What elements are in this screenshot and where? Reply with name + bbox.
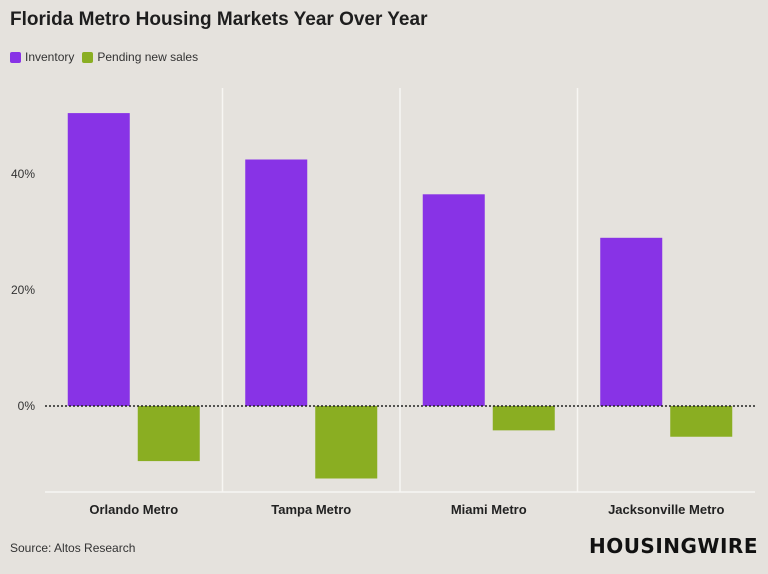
legend-swatch-pending [82, 51, 94, 63]
bar-pending-0 [137, 406, 200, 462]
legend-item-inventory: Inventory [10, 50, 74, 64]
bar-pending-3 [670, 406, 733, 437]
bar-inventory-2 [422, 194, 485, 406]
bar-pending-2 [492, 406, 555, 431]
legend-label-inventory: Inventory [25, 50, 75, 64]
y-tick-label: 20% [11, 283, 35, 297]
x-tick-label: Orlando Metro [89, 502, 178, 517]
y-tick-label: 0% [18, 399, 36, 413]
legend: Inventory Pending new sales [10, 50, 198, 64]
legend-item-pending: Pending new sales [82, 50, 198, 64]
legend-label-pending: Pending new sales [97, 50, 199, 64]
bar-inventory-0 [67, 113, 130, 406]
bar-inventory-3 [600, 237, 663, 406]
bar-pending-1 [315, 406, 378, 479]
source-note: Source: Altos Research [10, 541, 136, 555]
x-tick-label: Miami Metro [451, 502, 527, 517]
y-tick-label: 40% [11, 167, 35, 181]
x-tick-label: Jacksonville Metro [608, 502, 724, 517]
chart-title: Florida Metro Housing Markets Year Over … [10, 9, 428, 30]
x-tick-label: Tampa Metro [271, 502, 351, 517]
housingwire-logo: HOUSINGWIRE [588, 534, 758, 558]
legend-swatch-inventory [10, 51, 21, 63]
bar-inventory-1 [245, 159, 308, 406]
